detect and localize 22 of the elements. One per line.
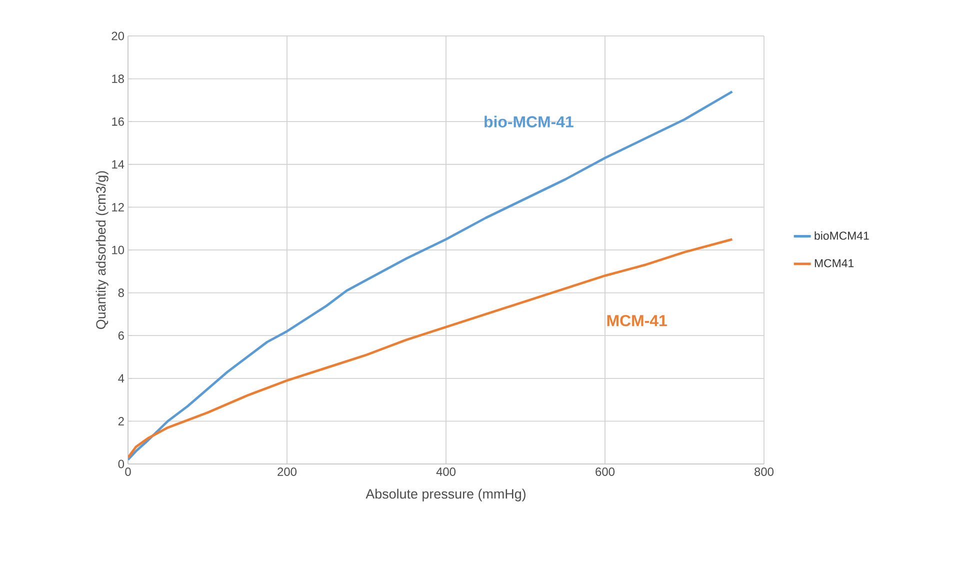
y-tick-label: 0 <box>118 460 124 468</box>
y-tick-label: 6 <box>118 331 124 340</box>
legend-label: MCM41 <box>814 259 854 268</box>
y-tick-label: 16 <box>112 117 124 126</box>
x-axis-title: Absolute pressure (mmHg) <box>366 488 526 502</box>
x-tick-label: 800 <box>754 468 774 476</box>
x-tick-label: 600 <box>596 468 615 476</box>
y-tick-label: 18 <box>112 74 124 84</box>
annotation: MCM-41 <box>607 314 667 326</box>
x-tick-label: 0 <box>125 468 131 476</box>
y-tick-label: 8 <box>118 288 124 298</box>
y-tick-label: 4 <box>118 374 124 382</box>
x-tick-label: 400 <box>436 468 456 476</box>
y-tick-label: 20 <box>112 32 124 40</box>
y-axis-title: Quantity adsorbed (cm3/g) <box>96 171 108 329</box>
legend-label: bioMCM41 <box>814 231 869 240</box>
annotation: bio-MCM-41 <box>484 116 574 128</box>
y-tick-label: 10 <box>112 246 124 254</box>
y-tick-label: 12 <box>112 203 124 212</box>
y-tick-label: 2 <box>118 417 124 426</box>
x-tick-label: 200 <box>278 468 297 476</box>
y-tick-label: 14 <box>112 160 124 168</box>
